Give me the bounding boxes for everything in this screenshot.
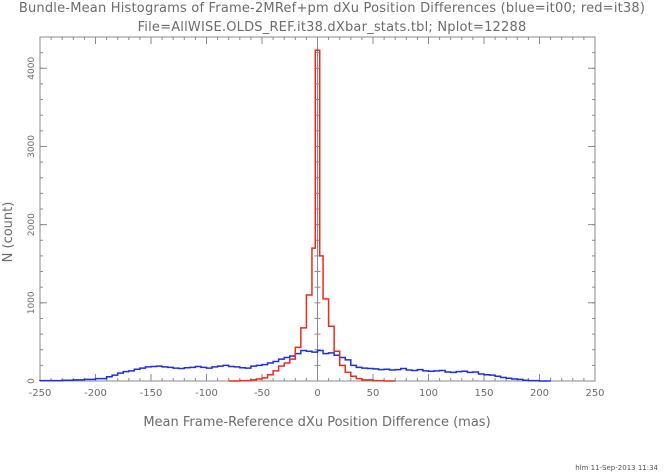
y-tick-label: 1000 xyxy=(27,291,37,314)
footer-timestamp: hlm 11-Sep-2013 11:34 xyxy=(575,464,658,472)
x-tick-label: 200 xyxy=(530,388,549,399)
plot-axes: -250 -200 -150 -100 -50 0 50 100 150 200 250 0 1000 2… xyxy=(27,36,605,399)
series-layer xyxy=(39,49,551,382)
y-tick-label: 3000 xyxy=(27,135,37,158)
series-line-1 xyxy=(228,49,396,382)
x-tick-label: 50 xyxy=(367,388,380,399)
x-tick-label: 250 xyxy=(585,388,604,399)
x-tick-label: -100 xyxy=(195,388,218,399)
series-line-0 xyxy=(39,349,551,382)
y-axis-label: N (count) xyxy=(1,202,16,263)
x-tick-label: 150 xyxy=(474,388,493,399)
chart-title: Bundle-Mean Histograms of Frame-2MRef+pm… xyxy=(18,1,646,16)
x-tick-label: -250 xyxy=(29,388,52,399)
x-tick-label: -50 xyxy=(254,388,270,399)
x-tick-label: -200 xyxy=(84,388,107,399)
x-tick-label: -150 xyxy=(140,388,163,399)
x-tick-label: 100 xyxy=(419,388,438,399)
y-tick-label: 4000 xyxy=(27,57,37,80)
chart-subtitle: File=AllWISE.OLDS_REF.it38.dXbar_stats.t… xyxy=(137,20,527,35)
x-tick-label: 0 xyxy=(314,388,320,399)
y-tick-label: 0 xyxy=(27,378,37,384)
x-axis-label: Mean Frame-Reference dXu Position Differ… xyxy=(143,415,490,430)
y-tick-label: 2000 xyxy=(27,213,37,236)
